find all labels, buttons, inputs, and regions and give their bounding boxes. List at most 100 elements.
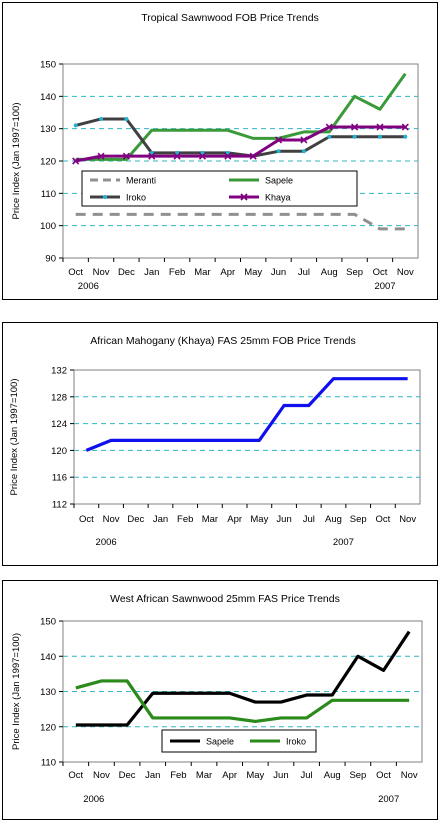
x-tick-label: Aug (321, 267, 338, 278)
data-point-khaya (198, 152, 207, 160)
year-label: 2007 (378, 794, 399, 805)
y-axis-label: Price Index (Jan 1997=100) (11, 633, 22, 750)
y-tick-label: 112 (52, 500, 67, 511)
x-tick-label: Mar (202, 514, 218, 525)
data-point-khaya (376, 123, 384, 131)
data-point-khaya (249, 152, 257, 160)
x-tick-label: May (246, 770, 264, 781)
y-tick-label: 100 (40, 221, 56, 232)
data-point-khaya (401, 123, 409, 131)
legend-label-khaya: Khaya (265, 193, 291, 203)
x-tick-label: Jan (144, 267, 159, 278)
x-tick-label: May (244, 267, 262, 278)
chart-title: African Mahogany (Khaya) FAS 25mm FOB Pr… (90, 335, 356, 347)
legend-marker-iroko (103, 195, 107, 199)
legend-label-sapele: Sapele (206, 737, 234, 747)
x-tick-label: Nov (103, 514, 120, 525)
x-tick-label: Mar (194, 267, 210, 278)
y-tick-label: 130 (40, 687, 56, 698)
y-axis-label: Price Index (Jan 1997=100) (9, 379, 20, 496)
y-axis-label: Price Index (Jan 1997=100) (11, 103, 22, 220)
legend-box (161, 729, 317, 753)
y-tick-label: 110 (41, 758, 56, 769)
y-tick-label: 140 (40, 92, 56, 103)
y-tick-label: 130 (40, 124, 56, 135)
chart-title: West African Sawnwood 25mm FAS Price Tre… (110, 593, 340, 605)
x-tick-label: Oct (68, 770, 83, 781)
legend-label-iroko: Iroko (126, 193, 146, 203)
data-point-khaya (122, 152, 130, 160)
x-tick-label: Aug (324, 770, 341, 781)
series-line-sapele (75, 630, 411, 727)
x-tick-label: Jun (276, 514, 291, 525)
x-tick-label: Feb (177, 514, 193, 525)
data-point-iroko (301, 149, 306, 154)
x-tick-label: Oct (373, 267, 388, 278)
data-point-iroko (149, 150, 154, 155)
x-tick-label: Jan (153, 514, 168, 525)
x-tick-label: Jul (298, 267, 310, 278)
data-point-iroko (225, 150, 230, 155)
legend-box (81, 170, 358, 207)
y-tick-label: 120 (40, 722, 56, 733)
x-tick-label: Feb (169, 267, 185, 278)
x-tick-label: Jan (145, 770, 160, 781)
x-tick-label: Nov (93, 770, 110, 781)
tropical-sawnwood-chart: 90 100 110 120 130 140 150 Oct Nov Dec Jan Feb Mar Ap… (11, 12, 419, 292)
data-point-iroko (276, 149, 281, 154)
x-tick-label: Feb (170, 770, 186, 781)
data-point-iroko (124, 116, 129, 121)
data-point-khaya (300, 136, 308, 144)
data-point-iroko (403, 134, 408, 139)
x-tick-label: Oct (68, 267, 83, 278)
y-tick-label: 120 (40, 157, 56, 168)
x-tick-label: Apr (227, 514, 242, 525)
y-tick-label: 90 (45, 254, 56, 265)
data-point-iroko (200, 150, 205, 155)
y-tick-label: 150 (40, 60, 56, 71)
x-tick-label: Nov (397, 267, 414, 278)
x-tick-label: May (250, 514, 268, 525)
x-tick-label: Nov (401, 770, 418, 781)
data-point-khaya (351, 123, 359, 131)
chart-title: Tropical Sawnwood FOB Price Trends (141, 12, 319, 24)
y-tick-label: 116 (52, 473, 67, 484)
x-tick-label: Mar (196, 770, 212, 781)
legend-label-meranti: Meranti (126, 176, 156, 186)
data-point-khaya (72, 157, 80, 165)
x-tick-label: Dec (118, 267, 135, 278)
x-tick-label: Oct (79, 514, 94, 525)
chart-panel-west-african-sawnwood: 110 120 130 140 150 Oct Nov Dec Jan Feb Mar Apr May J… (2, 580, 438, 820)
year-label: 2007 (374, 281, 395, 292)
plot-area (73, 369, 421, 505)
x-tick-label: Nov (93, 267, 110, 278)
data-point-iroko (99, 116, 104, 121)
x-tick-label: Sep (350, 514, 367, 525)
x-tick-label: Sep (346, 267, 363, 278)
x-tick-label: Dec (119, 770, 136, 781)
plot-area (62, 63, 419, 259)
year-label: 2006 (83, 794, 104, 805)
x-tick-label: Apr (220, 267, 235, 278)
data-point-khaya (173, 152, 181, 160)
data-point-khaya (97, 152, 105, 160)
x-tick-label: Apr (222, 770, 237, 781)
y-tick-label: 110 (41, 189, 56, 200)
x-tick-label: Jun (271, 267, 286, 278)
data-point-iroko (327, 134, 332, 139)
legend-marker-khaya (240, 193, 248, 201)
series-line-iroko (75, 679, 410, 724)
y-tick-label: 140 (40, 652, 56, 663)
african-mahogany-chart: 112 116 120 124 128 132 Oct Nov Dec Jan Feb Mar Apr M… (9, 335, 421, 548)
x-tick-label: Oct (376, 514, 391, 525)
chart-panel-tropical-sawnwood: 90 100 110 120 130 140 150 Oct Nov Dec Jan Feb Mar Ap… (2, 2, 438, 300)
series-line-meranti (75, 212, 406, 231)
series-line-iroko (75, 117, 406, 158)
west-african-sawnwood-chart: 110 120 130 140 150 Oct Nov Dec Jan Feb Mar Apr May J… (11, 593, 423, 805)
year-label: 2006 (78, 281, 99, 292)
legend-label-sapele: Sapele (265, 176, 293, 186)
x-tick-label: Nov (399, 514, 416, 525)
x-tick-label: Jul (301, 770, 313, 781)
year-label: 2006 (96, 537, 117, 548)
x-tick-label: Dec (127, 514, 144, 525)
